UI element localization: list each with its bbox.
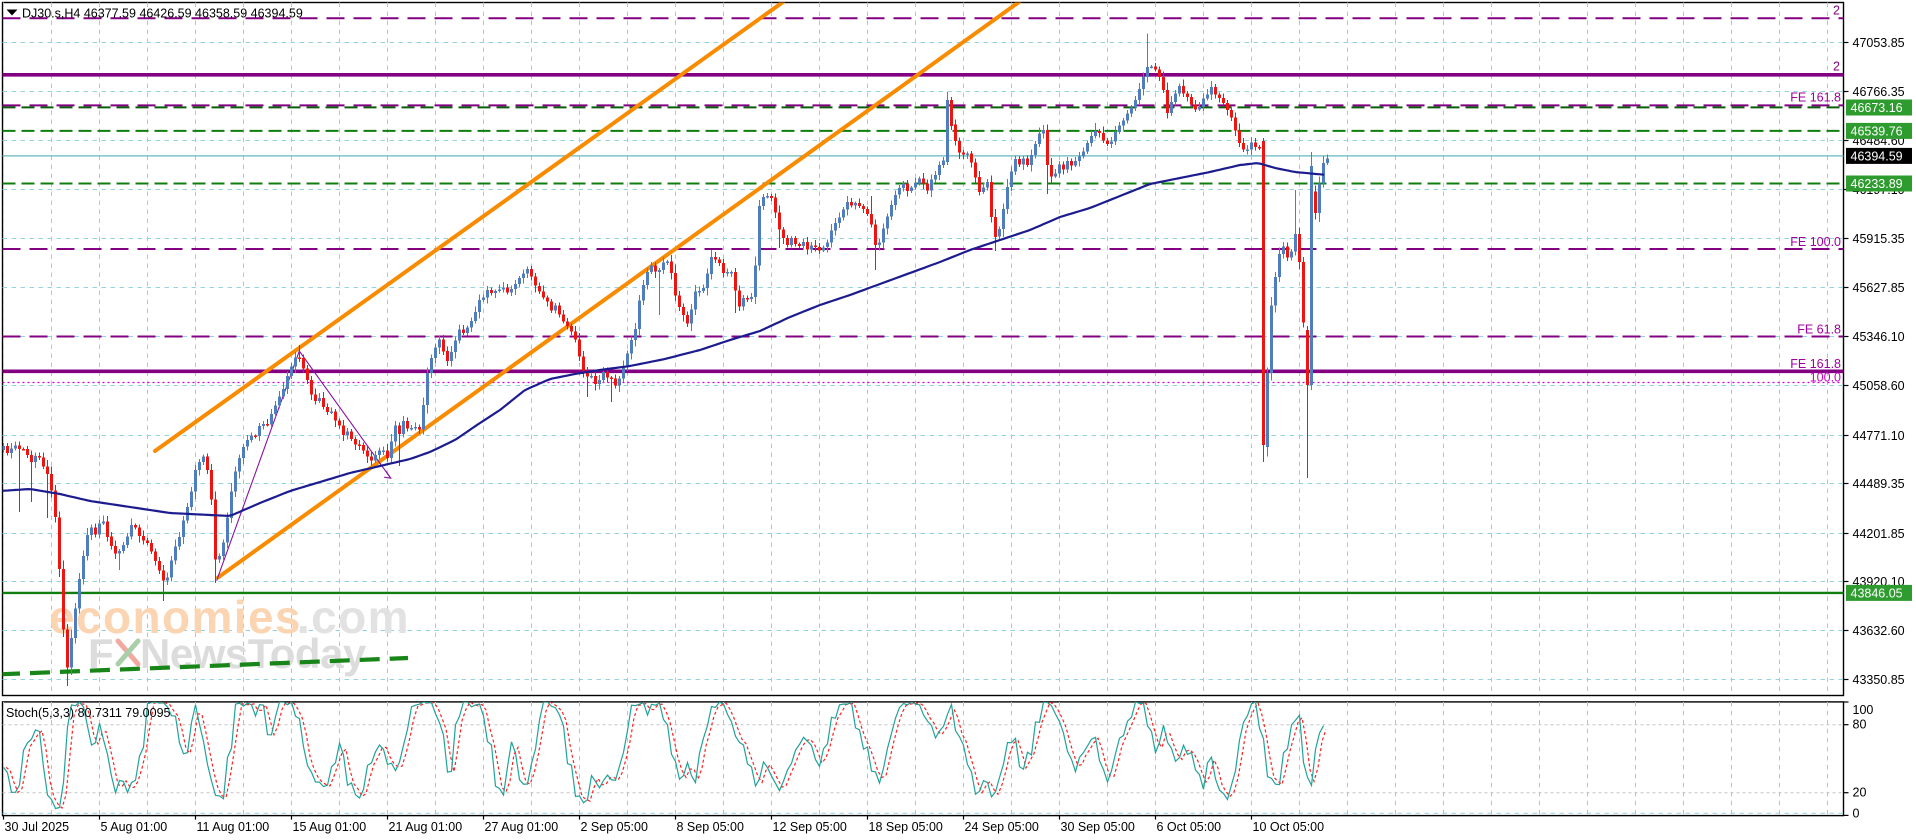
svg-text:44201.85: 44201.85 — [1853, 527, 1905, 541]
svg-text:45627.85: 45627.85 — [1853, 281, 1905, 295]
svg-text:FE 100.0: FE 100.0 — [1790, 235, 1841, 249]
svg-text:46539.76: 46539.76 — [1851, 124, 1903, 138]
svg-text:DJ30.s,H4 46377.59 46426.59 4: DJ30.s,H4 46377.59 46426.59 46358.59 463… — [22, 7, 303, 21]
svg-text:FE 161.8: FE 161.8 — [1790, 91, 1841, 105]
svg-text:45058.60: 45058.60 — [1853, 379, 1905, 393]
svg-text:12 Sep 05:00: 12 Sep 05:00 — [773, 820, 847, 834]
svg-text:11 Aug 01:00: 11 Aug 01:00 — [197, 820, 270, 834]
svg-text:46233.89: 46233.89 — [1851, 177, 1903, 191]
svg-text:15 Aug 01:00: 15 Aug 01:00 — [293, 820, 367, 834]
svg-text:8 Sep 05:00: 8 Sep 05:00 — [677, 820, 744, 834]
svg-text:100.0: 100.0 — [1810, 371, 1841, 385]
svg-text:21 Aug 01:00: 21 Aug 01:00 — [389, 820, 463, 834]
svg-text:FE 61.8: FE 61.8 — [1797, 323, 1841, 337]
svg-text:30 Sep 05:00: 30 Sep 05:00 — [1061, 820, 1135, 834]
svg-text:45915.35: 45915.35 — [1853, 232, 1905, 246]
svg-text:20: 20 — [1853, 786, 1867, 800]
svg-text:46766.35: 46766.35 — [1853, 85, 1905, 99]
svg-text:46394.59: 46394.59 — [1851, 149, 1903, 163]
svg-text:43632.60: 43632.60 — [1853, 624, 1905, 638]
svg-text:45346.10: 45346.10 — [1853, 330, 1905, 344]
svg-text:2: 2 — [1833, 60, 1840, 74]
svg-text:27 Aug 01:00: 27 Aug 01:00 — [485, 820, 559, 834]
svg-text:NewsToday: NewsToday — [140, 630, 367, 677]
svg-text:2 Sep 05:00: 2 Sep 05:00 — [581, 820, 648, 834]
svg-text:0: 0 — [1853, 807, 1860, 821]
svg-text:44489.35: 44489.35 — [1853, 477, 1905, 491]
svg-text:Stoch(5,3,3) 80.7311 79.0095: Stoch(5,3,3) 80.7311 79.0095 — [6, 706, 171, 720]
svg-text:80: 80 — [1853, 718, 1867, 732]
svg-text:economies: economies — [49, 591, 302, 643]
svg-text:.com: .com — [297, 591, 410, 643]
svg-text:43350.85: 43350.85 — [1853, 673, 1905, 687]
svg-text:6 Oct 05:00: 6 Oct 05:00 — [1157, 820, 1222, 834]
svg-text:43846.05: 43846.05 — [1851, 586, 1903, 600]
svg-text:47053.85: 47053.85 — [1853, 36, 1905, 50]
svg-text:44771.10: 44771.10 — [1853, 429, 1905, 443]
svg-text:24 Sep 05:00: 24 Sep 05:00 — [965, 820, 1039, 834]
svg-text:5 Aug 01:00: 5 Aug 01:00 — [101, 820, 168, 834]
svg-text:100: 100 — [1853, 703, 1874, 717]
svg-text:FE 161.8: FE 161.8 — [1790, 357, 1841, 371]
svg-text:10 Oct 05:00: 10 Oct 05:00 — [1253, 820, 1325, 834]
svg-text:18 Sep 05:00: 18 Sep 05:00 — [869, 820, 943, 834]
svg-text:2: 2 — [1833, 4, 1840, 18]
svg-text:46673.16: 46673.16 — [1851, 101, 1903, 115]
svg-text:30 Jul 2025: 30 Jul 2025 — [5, 820, 70, 834]
